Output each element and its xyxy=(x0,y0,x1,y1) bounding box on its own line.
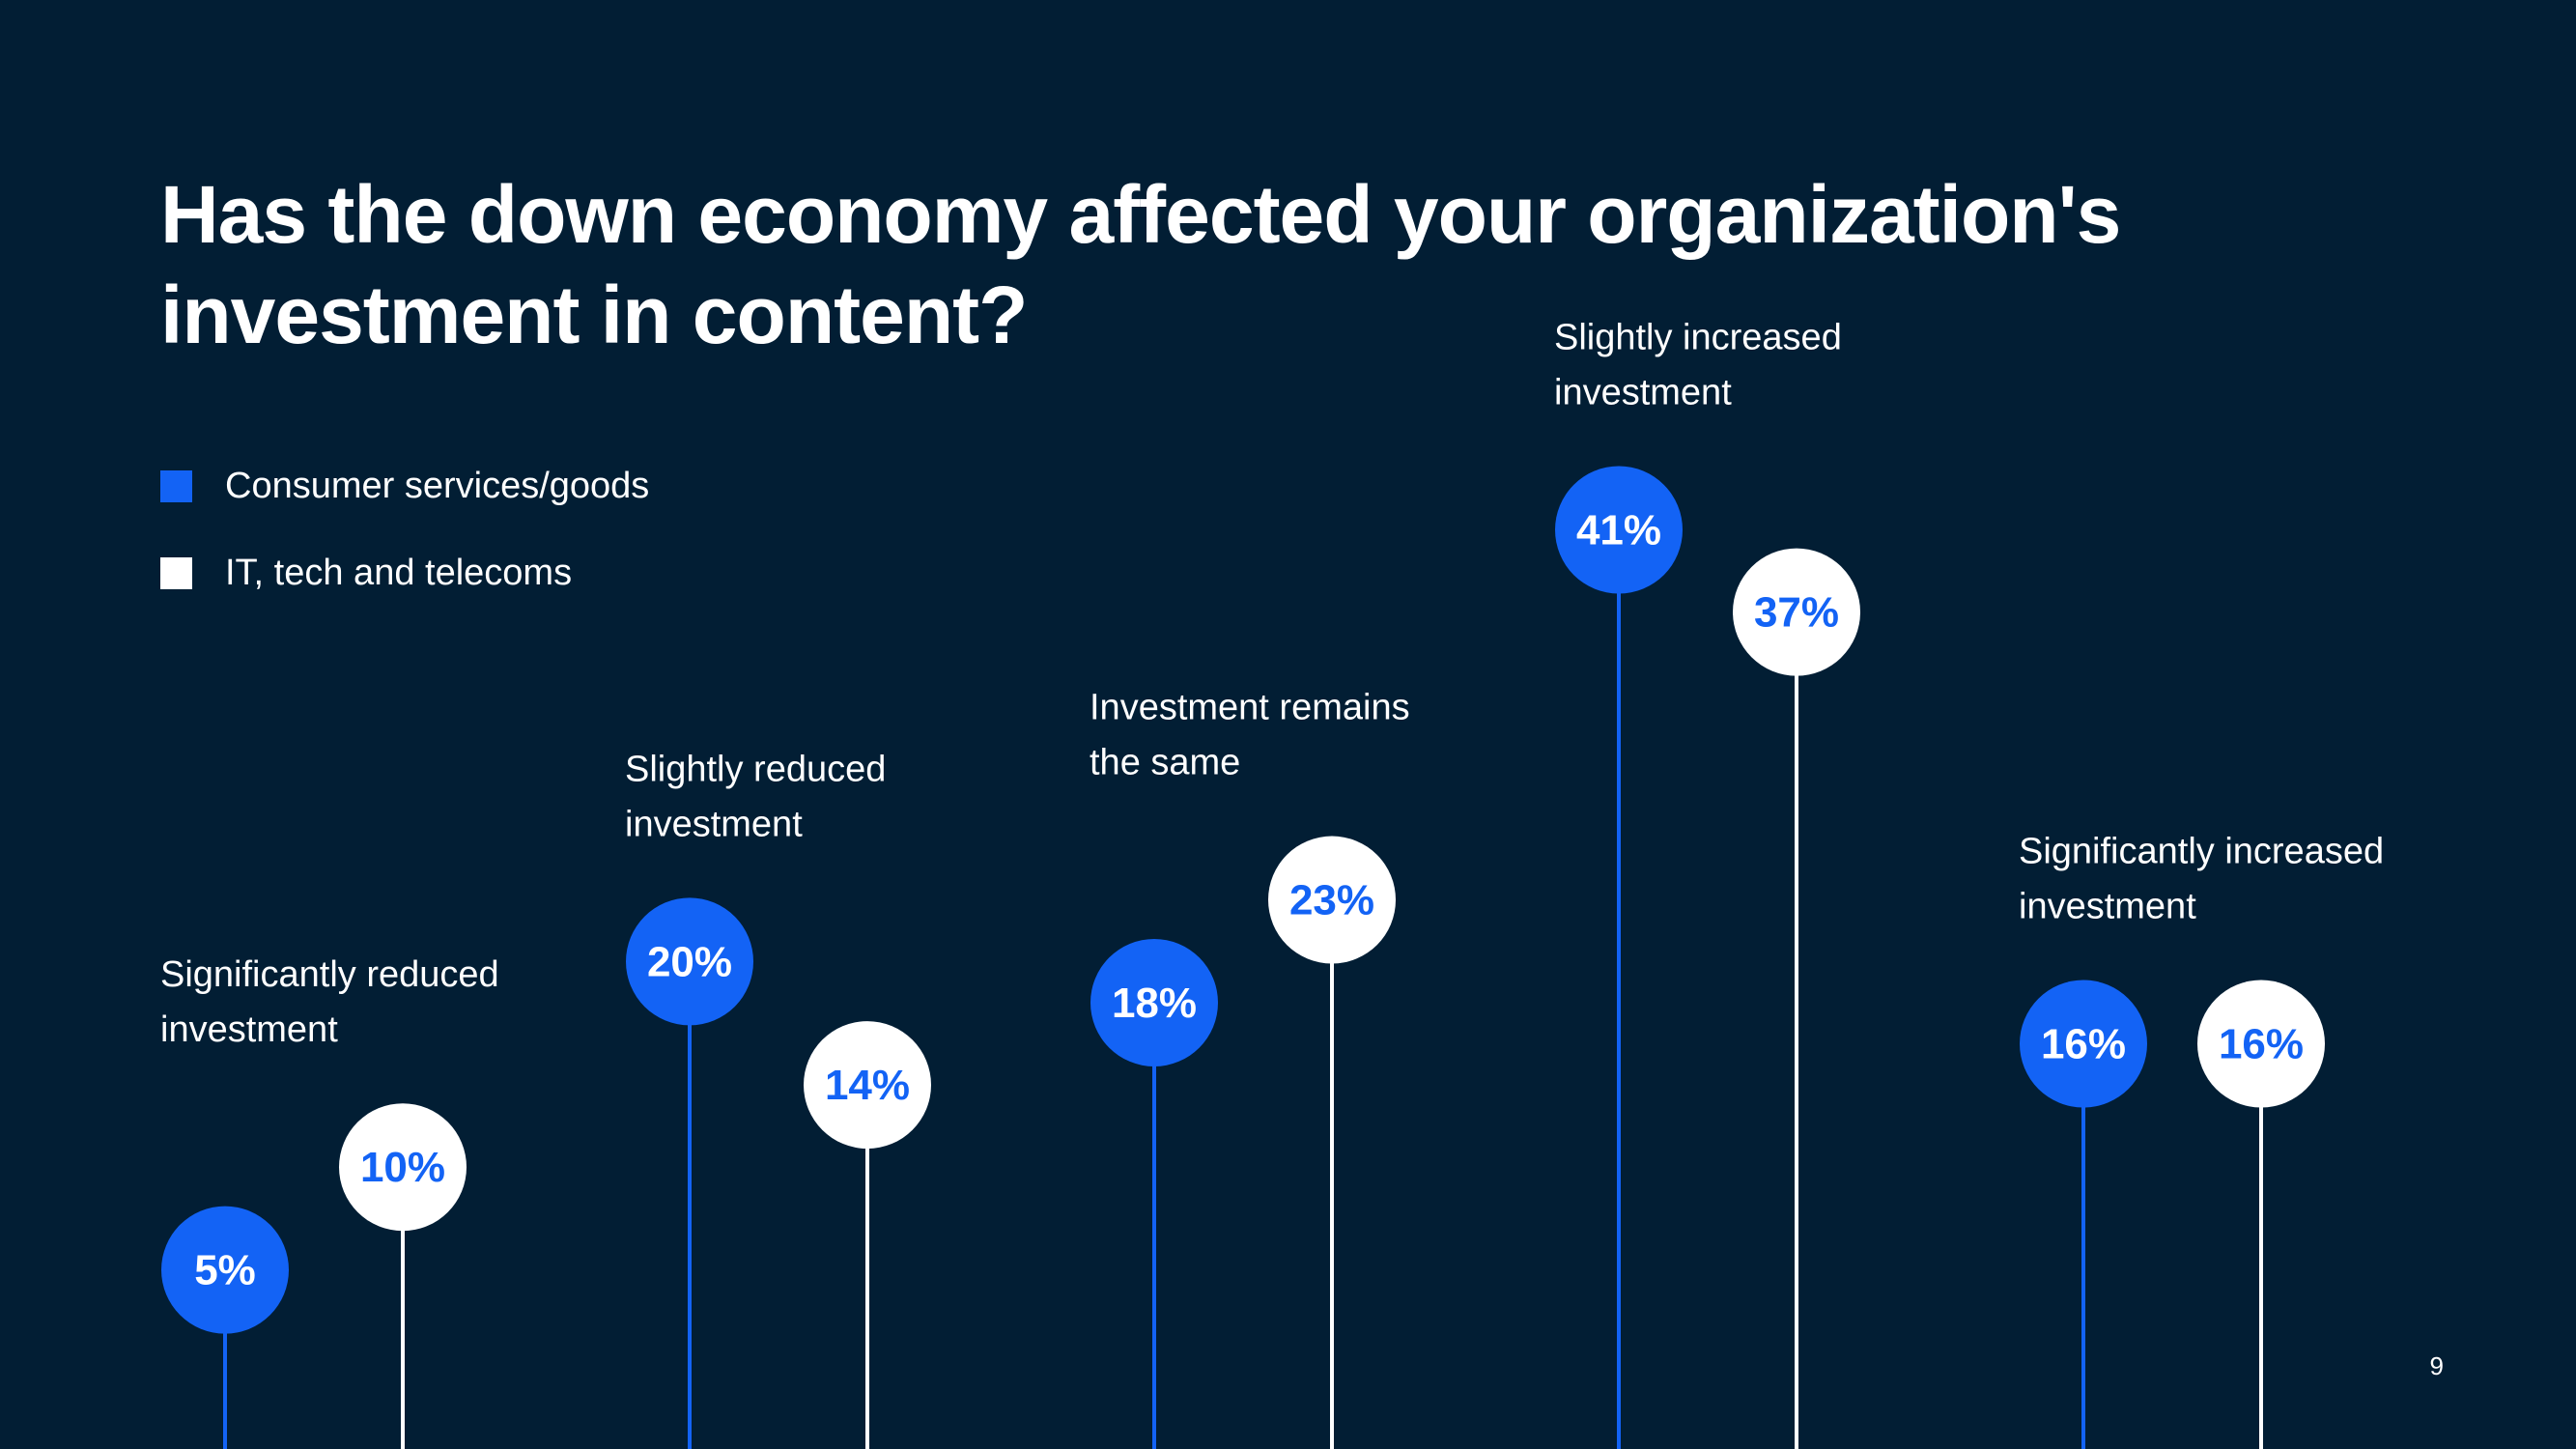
category-label-line: investment xyxy=(625,804,803,844)
category-group: 18% 23% Investment remains the same xyxy=(1090,688,1410,1449)
category-group: 5% 10% Significantly reduced investment xyxy=(160,954,499,1449)
data-label: 20% xyxy=(647,938,732,985)
lollipop-marker xyxy=(161,1206,289,1334)
lollipop-marker xyxy=(626,897,753,1026)
category-label-line: the same xyxy=(1090,743,1240,783)
category-label-line: investment xyxy=(160,1009,338,1050)
data-label: 16% xyxy=(2041,1021,2126,1068)
data-label: 14% xyxy=(825,1062,910,1109)
data-label: 37% xyxy=(1754,589,1839,637)
data-label: 16% xyxy=(2219,1021,2304,1068)
lollipop-marker xyxy=(1733,548,1860,676)
lollipop-marker xyxy=(339,1103,467,1232)
legend-label-consumer: Consumer services/goods xyxy=(225,466,650,506)
lollipop-marker xyxy=(1268,836,1396,964)
legend-swatch-consumer xyxy=(160,469,192,502)
category-group: 16% 16% Significantly increased investment xyxy=(2019,832,2384,1449)
data-label: 23% xyxy=(1289,877,1374,924)
category-label: Significantly reduced investment xyxy=(160,954,499,1050)
lollipop-marker xyxy=(2197,980,2325,1108)
category-label-line: investment xyxy=(2019,887,2196,927)
category-group: 20% 14% Slightly reduced investment xyxy=(625,749,931,1449)
category-label-line: Investment remains xyxy=(1090,688,1410,728)
category-label-line: Slightly increased xyxy=(1554,318,1842,358)
data-label: 41% xyxy=(1576,507,1661,554)
page-number: 9 xyxy=(2429,1351,2444,1380)
category-group: 41% 37% Slightly increased investment xyxy=(1554,318,1860,1449)
legend-item-consumer: Consumer services/goods xyxy=(160,465,649,507)
data-label: 5% xyxy=(194,1247,256,1294)
lollipop-marker xyxy=(804,1021,931,1150)
category-label-line: investment xyxy=(1554,373,1732,413)
legend-item-it: IT, tech and telecoms xyxy=(160,552,572,594)
data-label: 10% xyxy=(360,1144,445,1191)
category-label: Significantly increased investment xyxy=(2019,832,2384,927)
category-label-line: Significantly reduced xyxy=(160,954,499,995)
category-label: Slightly reduced investment xyxy=(625,749,886,844)
lollipop-marker xyxy=(1555,466,1683,594)
legend-swatch-it xyxy=(160,556,192,589)
data-label: 18% xyxy=(1112,980,1197,1027)
lollipop-marker xyxy=(1090,938,1218,1066)
category-label: Investment remains the same xyxy=(1090,688,1410,783)
category-label-line: Significantly increased xyxy=(2019,832,2384,872)
category-label-line: Slightly reduced xyxy=(625,749,886,789)
page-title: Has the down economy affected your organ… xyxy=(160,169,2121,360)
category-label: Slightly increased investment xyxy=(1554,318,1842,413)
lollipop-marker xyxy=(2020,980,2147,1108)
legend-label-it: IT, tech and telecoms xyxy=(225,553,573,593)
